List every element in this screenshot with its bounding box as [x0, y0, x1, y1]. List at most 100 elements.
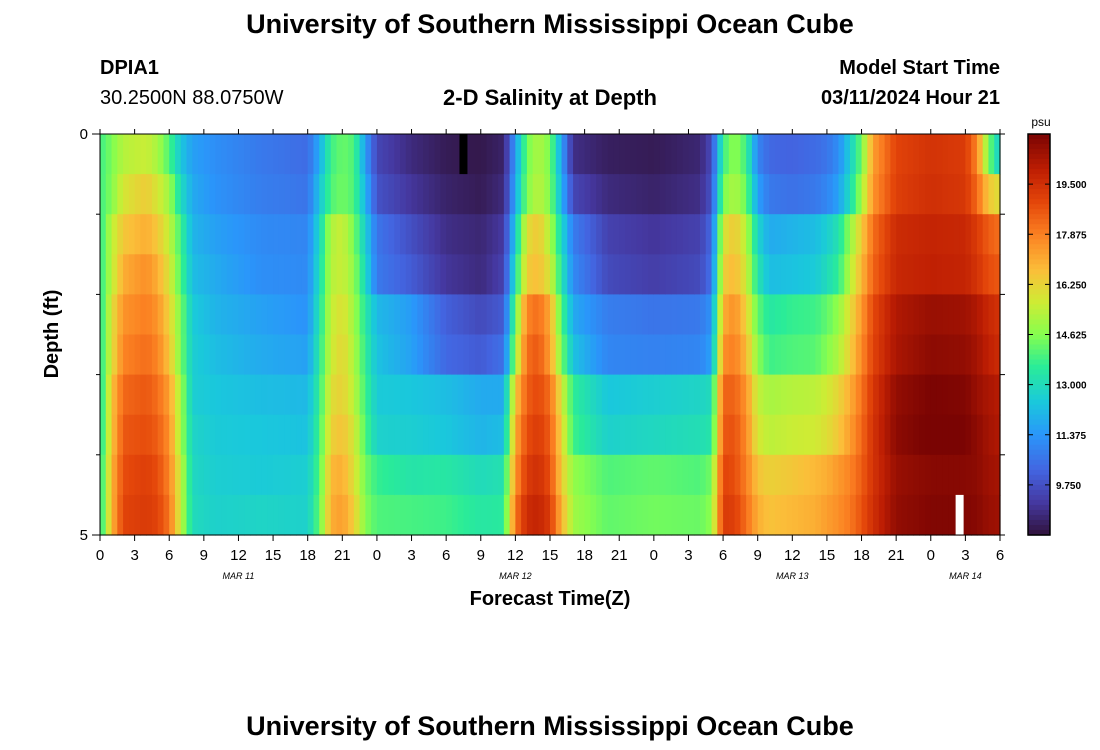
heatmap-cell [371, 214, 378, 255]
heatmap-cell [475, 174, 482, 215]
heatmap-cell [250, 334, 257, 376]
heatmap-cell [238, 174, 245, 215]
heatmap-cell [313, 454, 320, 496]
heatmap-cell [169, 134, 176, 175]
heatmap-cell [550, 254, 557, 295]
heatmap-cell [151, 494, 159, 536]
heatmap-cell [140, 414, 147, 456]
heatmap-cell [175, 134, 182, 175]
heatmap-cell [723, 374, 730, 416]
heatmap-cell [417, 414, 424, 456]
heatmap-cell [907, 494, 915, 536]
heatmap-cell [740, 414, 747, 456]
x-tick-label: 21 [888, 547, 905, 564]
heatmap-cell [244, 334, 251, 376]
heatmap-cell [330, 134, 338, 175]
heatmap-cell [590, 334, 597, 376]
heatmap-cell [434, 454, 441, 496]
heatmap-cell [244, 414, 251, 456]
heatmap-cell [613, 294, 620, 336]
heatmap-cell [325, 454, 332, 496]
heatmap-cell [492, 214, 499, 255]
heatmap-cell [619, 294, 626, 336]
heatmap-cell [348, 494, 355, 536]
date-label: MAR 14 [949, 571, 982, 581]
heatmap-cell [388, 494, 395, 536]
heatmap-cell [976, 174, 984, 215]
heatmap-cell [140, 294, 147, 336]
colorbar-swatch [1028, 339, 1050, 346]
colorbar-swatch [1028, 314, 1050, 321]
heatmap-cell [221, 454, 228, 496]
heatmap-cell [953, 454, 961, 496]
heatmap-cell [192, 454, 199, 496]
heatmap-cell [561, 494, 568, 536]
heatmap-cell [215, 454, 222, 496]
heatmap-cell [705, 134, 713, 175]
heatmap-cell [884, 374, 891, 416]
heatmap-cell [994, 214, 1001, 255]
heatmap-cell [769, 174, 776, 215]
x-tick-label: 21 [611, 547, 628, 564]
colorbar-swatch [1028, 204, 1050, 210]
heatmap-cell [186, 134, 193, 175]
heatmap-cell [838, 494, 845, 536]
heatmap-cell [111, 334, 118, 376]
heatmap-cell [515, 214, 522, 255]
heatmap-cell [659, 374, 666, 416]
heatmap-cell [884, 494, 891, 536]
heatmap-cell [100, 494, 107, 536]
heatmap-cell [434, 414, 441, 456]
heatmap-cell [711, 334, 718, 376]
heatmap-cell [567, 334, 574, 376]
heatmap-cell [226, 494, 234, 536]
heatmap-cell [688, 294, 695, 336]
heatmap-cell [526, 134, 534, 175]
heatmap-cell [117, 174, 124, 215]
heatmap-cell [146, 134, 153, 175]
heatmap-cell [244, 374, 251, 416]
heatmap-cell [550, 334, 557, 376]
heatmap-cell [861, 454, 868, 496]
heatmap-cell [763, 294, 770, 336]
heatmap-cell [313, 294, 320, 336]
heatmap-cell [590, 494, 597, 536]
heatmap-cell [694, 334, 701, 376]
heatmap-cell [371, 414, 378, 456]
heatmap-cell [296, 454, 303, 496]
heatmap-cell [428, 454, 436, 496]
heatmap-cell [578, 174, 586, 215]
heatmap-cell [301, 414, 309, 456]
heatmap-cell [555, 454, 563, 496]
heatmap-cell [671, 254, 678, 295]
heatmap-cell [780, 214, 788, 255]
heatmap-cell [694, 294, 701, 336]
heatmap-cell [994, 414, 1001, 456]
heatmap-cell [953, 134, 961, 175]
heatmap-cell [175, 454, 182, 496]
heatmap-cell [117, 374, 124, 416]
heatmap-cell [971, 214, 978, 255]
heatmap-cell [700, 414, 707, 456]
heatmap-cell [550, 494, 557, 536]
heatmap-cell [400, 214, 407, 255]
heatmap-cell [198, 214, 205, 255]
heatmap-cell [971, 134, 978, 175]
heatmap-cell [313, 254, 320, 295]
heatmap-cell [723, 254, 730, 295]
heatmap-cell [319, 214, 326, 255]
heatmap-cell [469, 334, 476, 376]
heatmap-cell [278, 374, 286, 416]
heatmap-cell [134, 454, 141, 496]
heatmap-cell [792, 494, 799, 536]
heatmap-cell [423, 294, 430, 336]
heatmap-cell [780, 454, 788, 496]
heatmap-cell [117, 254, 124, 295]
heatmap-cell [607, 174, 615, 215]
heatmap-cell [665, 294, 672, 336]
heatmap-cell [146, 214, 153, 255]
heatmap-cell [630, 254, 638, 295]
heatmap-cell [965, 454, 972, 496]
heatmap-cell [157, 254, 165, 295]
heatmap-cell [215, 174, 222, 215]
